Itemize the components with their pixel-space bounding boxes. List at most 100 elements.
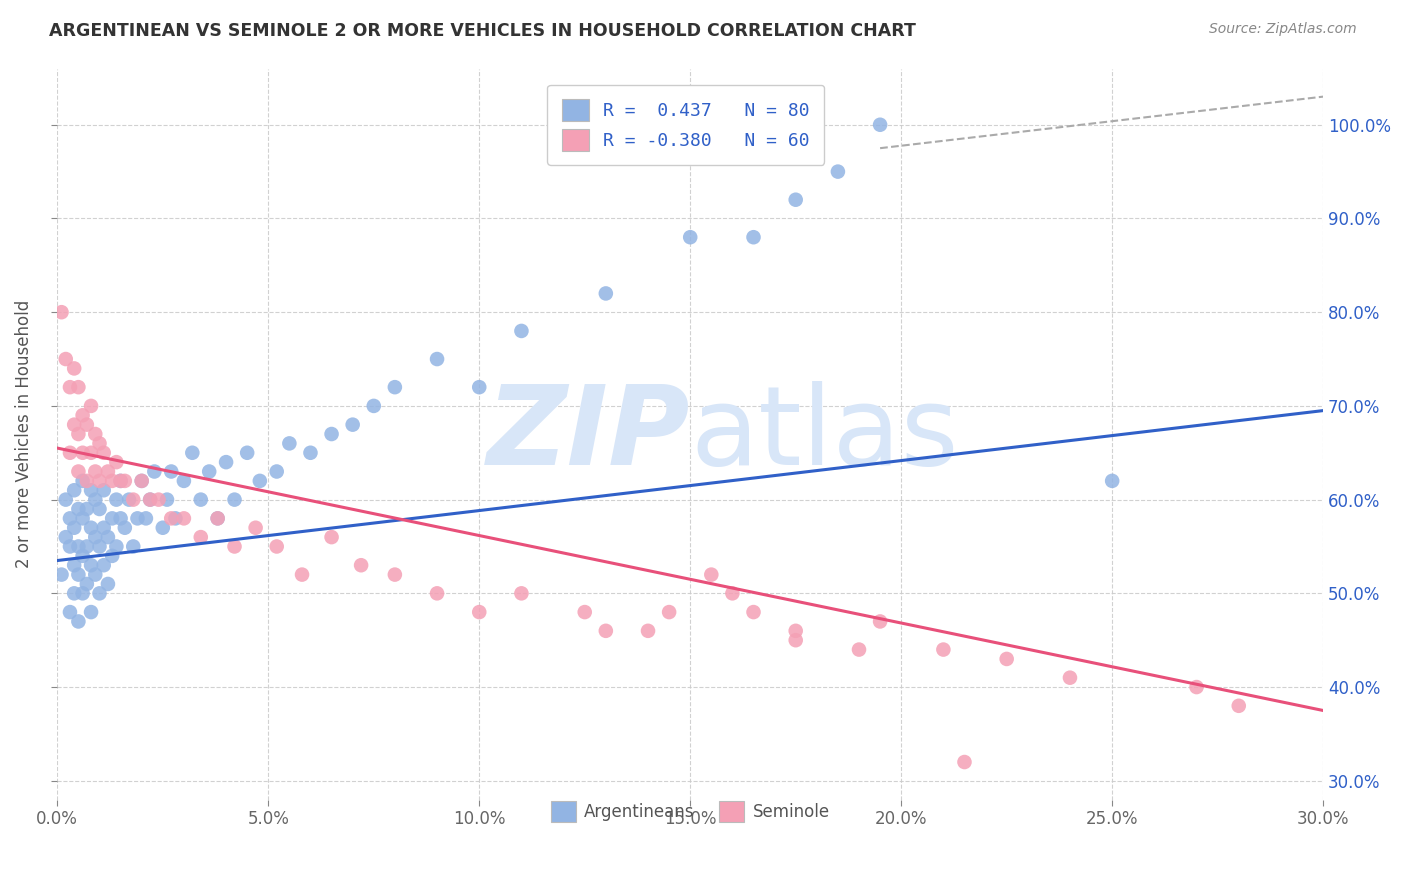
Point (131, 474, 153, 488)
Point (67, 427, 90, 442)
Point (190, 530, 212, 544)
Point (198, 465, 221, 479)
Point (932, 642, 955, 657)
Point (101, 511, 124, 525)
Point (72, 446, 94, 460)
Point (84, 492, 107, 507)
Point (181, 446, 204, 460)
Point (76, 502, 98, 516)
Point (679, 230, 702, 244)
Point (89, 436, 111, 450)
Point (510, 324, 533, 338)
Point (165, 511, 187, 525)
Point (953, 755, 976, 769)
Point (63, 558, 86, 573)
Point (510, 586, 533, 600)
Point (266, 540, 288, 554)
Point (80, 605, 103, 619)
Y-axis label: 2 or more Vehicles in Household: 2 or more Vehicles in Household (15, 300, 32, 568)
Point (224, 540, 246, 554)
Point (595, 286, 617, 301)
Point (67, 567, 90, 582)
Point (869, 615, 891, 629)
Point (67, 615, 90, 629)
Point (122, 492, 145, 507)
Text: ARGENTINEAN VS SEMINOLE 2 OR MORE VEHICLES IN HOUSEHOLD CORRELATION CHART: ARGENTINEAN VS SEMINOLE 2 OR MORE VEHICL… (49, 22, 917, 40)
Point (84, 465, 107, 479)
Point (101, 549, 124, 563)
Point (76, 540, 98, 554)
Point (1227, 698, 1250, 713)
Point (848, 642, 870, 657)
Point (139, 492, 162, 507)
Point (89, 586, 111, 600)
Point (291, 567, 314, 582)
Point (118, 492, 141, 507)
Point (995, 652, 1018, 666)
Point (785, 193, 807, 207)
Point (59, 446, 82, 460)
Point (384, 380, 406, 394)
Point (93, 483, 115, 498)
Point (89, 474, 111, 488)
Point (139, 492, 162, 507)
Point (1059, 671, 1081, 685)
Point (384, 567, 406, 582)
Point (72, 474, 94, 488)
Point (207, 511, 229, 525)
Point (93, 521, 115, 535)
Point (67, 380, 90, 394)
Point (742, 230, 765, 244)
Point (299, 446, 322, 460)
Point (148, 492, 170, 507)
Point (63, 417, 86, 432)
Point (97, 530, 120, 544)
Point (266, 465, 288, 479)
Point (55, 492, 77, 507)
Point (80, 558, 103, 573)
Point (72, 409, 94, 423)
Point (67, 465, 90, 479)
Point (72, 549, 94, 563)
Point (827, 164, 849, 178)
Point (84, 567, 107, 582)
Point (59, 605, 82, 619)
Point (67, 540, 90, 554)
Point (105, 455, 128, 469)
Point (76, 577, 98, 591)
Point (869, 118, 891, 132)
Point (215, 455, 238, 469)
Point (700, 567, 723, 582)
Point (363, 399, 385, 413)
Point (80, 521, 103, 535)
Point (63, 586, 86, 600)
Point (190, 492, 212, 507)
Point (342, 417, 364, 432)
Point (76, 417, 98, 432)
Point (742, 605, 765, 619)
Point (122, 540, 145, 554)
Text: atlas: atlas (690, 381, 959, 488)
Point (72, 586, 94, 600)
Point (59, 380, 82, 394)
Point (135, 511, 157, 525)
Point (173, 511, 195, 525)
Point (236, 446, 259, 460)
Point (143, 465, 166, 479)
Point (278, 436, 301, 450)
Point (160, 465, 183, 479)
Point (110, 474, 132, 488)
Point (637, 624, 659, 638)
Point (97, 577, 120, 591)
Point (249, 474, 271, 488)
Point (114, 474, 136, 488)
Point (67, 502, 90, 516)
Point (105, 540, 128, 554)
Point (80, 399, 103, 413)
Point (80, 483, 103, 498)
Point (63, 521, 86, 535)
Point (468, 605, 491, 619)
Point (110, 511, 132, 525)
Point (658, 605, 681, 619)
Legend: Argentineans, Seminole: Argentineans, Seminole (537, 788, 844, 835)
